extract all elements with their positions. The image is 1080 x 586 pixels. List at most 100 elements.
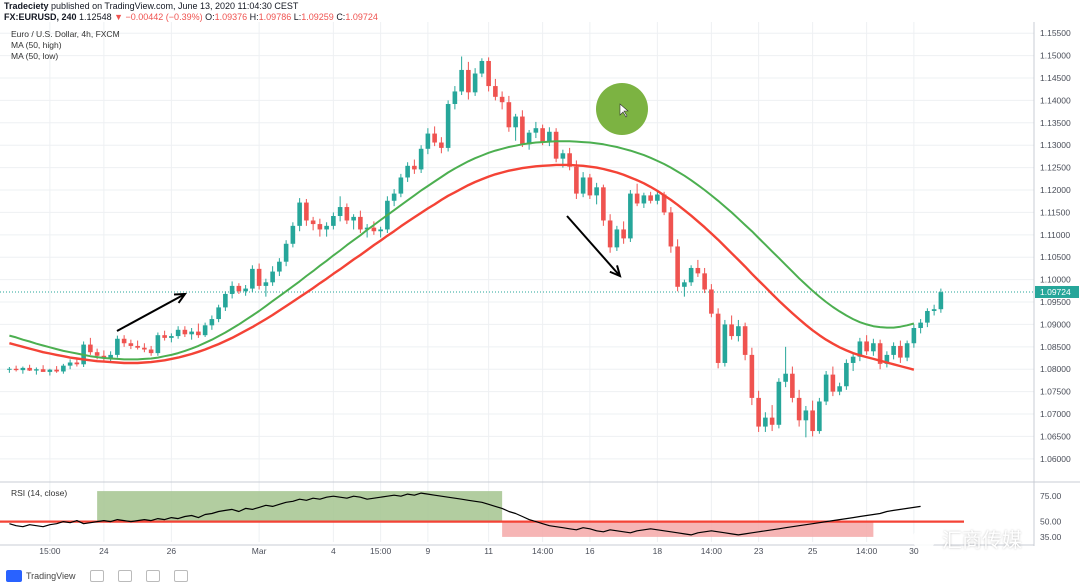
candle-body [689,268,694,282]
tradingview-brand: TradingView [26,571,76,581]
candle-body [270,272,275,283]
candle-body [628,194,633,239]
candle-body [608,220,613,247]
candle-body [473,74,478,93]
candle-body [122,339,127,343]
rsi-tick-label: 75.00 [1040,491,1062,501]
price-tick-label: 1.09500 [1040,297,1071,307]
candle-body [561,153,566,158]
legend-ma-low[interactable]: MA (50, low) [11,51,120,62]
price-tick-label: 1.13000 [1040,140,1071,150]
candle-body [48,370,53,372]
close-label: C: [336,12,345,22]
rsi-title: RSI (14, close) [11,488,67,498]
camera-icon[interactable] [118,570,132,582]
tradingview-logo-icon [6,570,22,582]
candle-body [574,167,579,194]
candle-body [898,346,903,358]
candle-body [169,336,174,338]
candle-body [493,86,498,97]
candle-body [615,229,620,247]
close-value: 1.09724 [345,12,378,22]
candle-body [419,149,424,170]
symbol-label[interactable]: FX:EURUSD, 240 [4,12,77,22]
candle-body [446,104,451,148]
candle-body [770,418,775,425]
candle-body [844,363,849,386]
candle-body [540,128,545,141]
candle-body [912,328,917,343]
rsi-axis: 75.0050.0035.00 [1040,491,1062,542]
candle-body [459,70,464,92]
candle-body [439,143,444,148]
candle-body [345,207,350,220]
candle-body [932,309,937,311]
candle-body [594,187,599,195]
publisher-name[interactable]: Tradeciety [4,1,49,11]
time-tick-label: 26 [167,546,177,556]
candle-body [311,220,316,224]
time-axis: 15:002426Mar415:0091114:00161814:0023251… [39,546,919,556]
share-icon[interactable] [90,570,104,582]
candle-body [500,97,505,102]
price-tick-label: 1.12500 [1040,163,1071,173]
legend-instrument[interactable]: Euro / U.S. Dollar, 4h, FXCM [11,29,120,40]
price-tick-label: 1.12000 [1040,185,1071,195]
chart-legend: Euro / U.S. Dollar, 4h, FXCM MA (50, hig… [11,29,120,62]
candle-body [891,346,896,355]
candle-body [392,194,397,201]
candle-body [378,229,383,231]
candle-body [453,91,458,104]
chart-canvas[interactable]: RSI (14, close)1.155001.150001.145001.14… [0,22,1080,566]
candle-body [203,325,208,335]
candle-body [601,187,606,220]
candle-body [95,352,100,356]
candle-body [864,341,869,351]
rsi-tick-label: 50.00 [1040,517,1062,527]
legend-ma-high[interactable]: MA (50, high) [11,40,120,51]
time-tick-label: 4 [331,546,336,556]
candle-body [230,286,235,294]
tradingview-logo[interactable]: TradingView [6,570,76,582]
candle-body [189,332,194,335]
chat-icon[interactable] [174,570,188,582]
candle-body [264,282,269,286]
candle-body [257,269,262,286]
candle-body [324,226,329,230]
candle-body [534,128,539,132]
candle-body [115,339,120,355]
candle-body [851,357,856,363]
candle-body [642,195,647,203]
price-tick-label: 1.11000 [1040,230,1070,240]
candle-body [405,166,410,178]
candle-body [297,203,302,226]
candle-body [358,217,363,230]
time-tick-label: 25 [808,546,818,556]
candle-body [750,355,755,398]
candle-body [34,369,39,370]
uptrend-arrow [117,294,185,331]
candle-body [925,311,930,323]
price-tick-label: 1.08000 [1040,364,1071,374]
price-tick-label: 1.14000 [1040,95,1071,105]
high-label: H: [250,12,259,22]
price-grid [0,22,1034,542]
price-tick-label: 1.13500 [1040,118,1071,128]
time-tick-label: Mar [252,546,267,556]
publisher-line: Tradeciety published on TradingView.com,… [4,1,1076,12]
candle-body [918,323,923,328]
candle-body [804,410,809,420]
candle-body [831,375,836,392]
low-value: 1.09259 [301,12,334,22]
candle-body [432,134,437,143]
candle-body [669,212,674,246]
time-tick-label: 23 [754,546,764,556]
price-tick-label: 1.07500 [1040,387,1071,397]
fullscreen-icon[interactable] [146,570,160,582]
candle-body [129,343,134,346]
candle-body [810,410,815,431]
candle-body [88,345,93,353]
price-tick-label: 1.14500 [1040,73,1071,83]
candle-body [412,166,417,170]
ma-low-line [9,165,914,370]
